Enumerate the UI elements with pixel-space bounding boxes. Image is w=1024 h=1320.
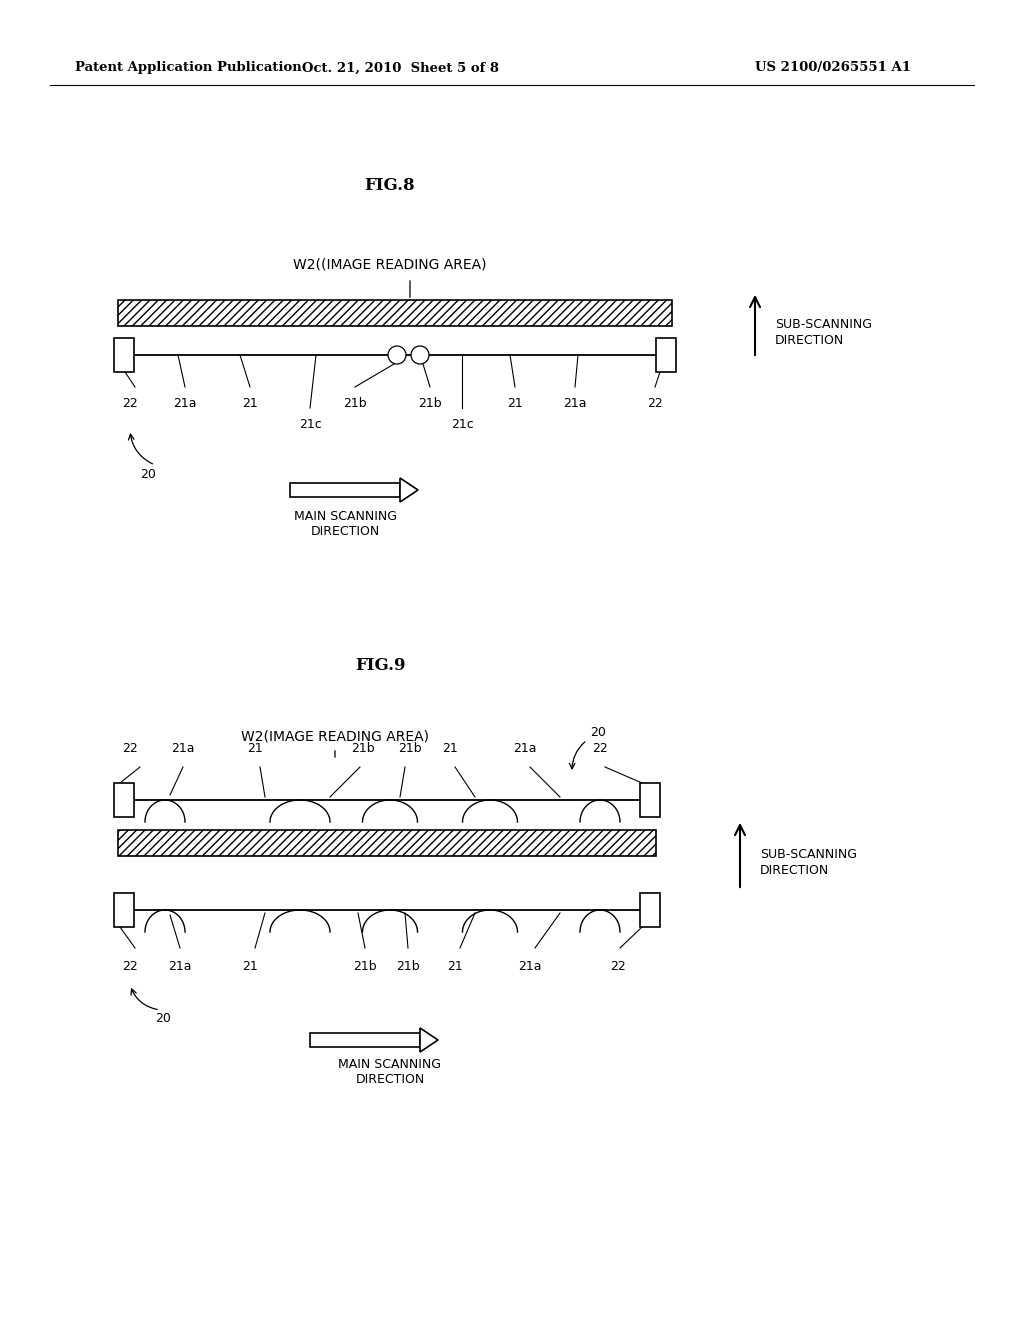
Text: 21a: 21a xyxy=(173,397,197,411)
Bar xyxy=(114,783,134,817)
Text: W2((IMAGE READING AREA): W2((IMAGE READING AREA) xyxy=(293,257,486,272)
Text: MAIN SCANNING: MAIN SCANNING xyxy=(294,510,396,523)
Text: FIG.9: FIG.9 xyxy=(354,656,406,673)
Text: 22: 22 xyxy=(122,960,138,973)
Text: 21b: 21b xyxy=(418,397,441,411)
Bar xyxy=(656,338,676,372)
Text: 20: 20 xyxy=(590,726,606,739)
Text: 22: 22 xyxy=(592,742,608,755)
Bar xyxy=(118,830,656,855)
Text: SUB-SCANNING: SUB-SCANNING xyxy=(775,318,872,331)
Text: 21: 21 xyxy=(442,742,458,755)
Polygon shape xyxy=(420,1028,438,1052)
Text: 21: 21 xyxy=(247,742,263,755)
Text: W2(IMAGE READING AREA): W2(IMAGE READING AREA) xyxy=(241,730,429,744)
Text: MAIN SCANNING: MAIN SCANNING xyxy=(339,1059,441,1071)
Text: 22: 22 xyxy=(122,397,138,411)
Text: 21a: 21a xyxy=(518,960,542,973)
Bar xyxy=(118,300,672,326)
Text: 20: 20 xyxy=(140,469,156,480)
Text: 21b: 21b xyxy=(353,960,377,973)
Text: DIRECTION: DIRECTION xyxy=(775,334,844,347)
Bar xyxy=(114,338,134,372)
Bar xyxy=(640,894,660,927)
Text: 21: 21 xyxy=(242,397,258,411)
Circle shape xyxy=(411,346,429,364)
Bar xyxy=(114,894,134,927)
Text: 21a: 21a xyxy=(168,960,191,973)
Text: 22: 22 xyxy=(122,742,138,755)
Text: 21c: 21c xyxy=(451,418,473,432)
Text: DIRECTION: DIRECTION xyxy=(310,525,380,539)
Text: Oct. 21, 2010  Sheet 5 of 8: Oct. 21, 2010 Sheet 5 of 8 xyxy=(301,62,499,74)
Circle shape xyxy=(388,346,406,364)
Text: 20: 20 xyxy=(155,1012,171,1026)
Text: 21: 21 xyxy=(447,960,463,973)
Text: 22: 22 xyxy=(647,397,663,411)
Text: FIG.8: FIG.8 xyxy=(365,177,416,194)
Text: DIRECTION: DIRECTION xyxy=(355,1073,425,1086)
Bar xyxy=(640,783,660,817)
Text: DIRECTION: DIRECTION xyxy=(760,865,829,878)
Text: 21b: 21b xyxy=(343,397,367,411)
Text: 21b: 21b xyxy=(396,960,420,973)
Text: 21c: 21c xyxy=(299,418,322,432)
Text: 21: 21 xyxy=(507,397,523,411)
Text: Patent Application Publication: Patent Application Publication xyxy=(75,62,302,74)
Text: 21: 21 xyxy=(242,960,258,973)
Text: 22: 22 xyxy=(610,960,626,973)
Text: 21a: 21a xyxy=(171,742,195,755)
Text: US 2100/0265551 A1: US 2100/0265551 A1 xyxy=(755,62,911,74)
Polygon shape xyxy=(400,478,418,502)
Bar xyxy=(290,483,400,498)
Text: SUB-SCANNING: SUB-SCANNING xyxy=(760,849,857,862)
Text: 21b: 21b xyxy=(398,742,422,755)
Text: 21a: 21a xyxy=(563,397,587,411)
Text: 21b: 21b xyxy=(351,742,375,755)
Bar xyxy=(310,1034,420,1047)
Text: 21a: 21a xyxy=(513,742,537,755)
